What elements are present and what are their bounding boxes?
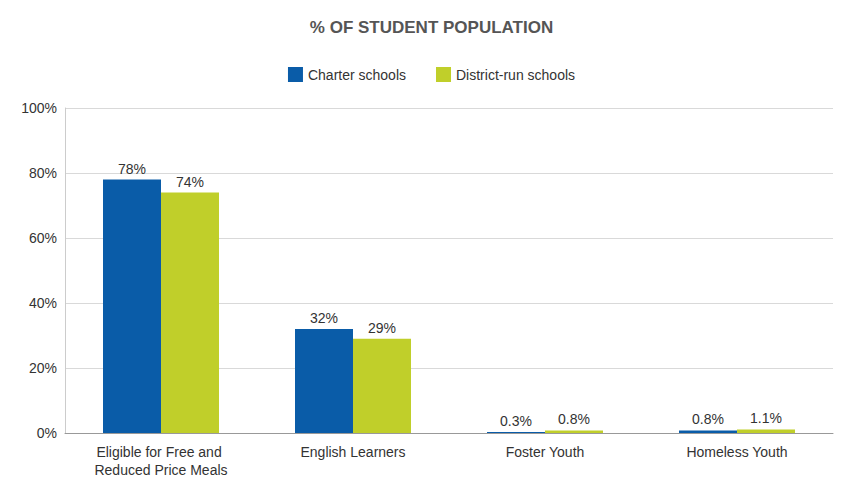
- svg-text:0%: 0%: [37, 425, 57, 441]
- svg-text:0.8%: 0.8%: [558, 411, 590, 427]
- svg-text:74%: 74%: [176, 174, 204, 190]
- svg-text:20%: 20%: [29, 360, 57, 376]
- svg-text:District-run schools: District-run schools: [456, 67, 575, 83]
- svg-text:32%: 32%: [310, 310, 338, 326]
- svg-text:1.1%: 1.1%: [750, 410, 782, 426]
- svg-text:Homeless Youth: Homeless Youth: [686, 444, 787, 460]
- svg-text:60%: 60%: [29, 230, 57, 246]
- svg-text:Reduced Price Meals: Reduced Price Meals: [94, 462, 227, 478]
- svg-text:40%: 40%: [29, 295, 57, 311]
- svg-text:29%: 29%: [368, 320, 396, 336]
- svg-text:80%: 80%: [29, 165, 57, 181]
- svg-text:% OF STUDENT POPULATION: % OF STUDENT POPULATION: [310, 18, 553, 37]
- svg-text:100%: 100%: [21, 100, 57, 116]
- svg-text:English Learners: English Learners: [300, 444, 405, 460]
- svg-text:Eligible for Free and: Eligible for Free and: [96, 444, 225, 460]
- svg-text:0.8%: 0.8%: [692, 411, 724, 427]
- svg-text:Charter schools: Charter schools: [308, 67, 406, 83]
- svg-text:0.3%: 0.3%: [500, 413, 532, 429]
- svg-text:78%: 78%: [118, 161, 146, 177]
- svg-text:Foster Youth: Foster Youth: [506, 444, 585, 460]
